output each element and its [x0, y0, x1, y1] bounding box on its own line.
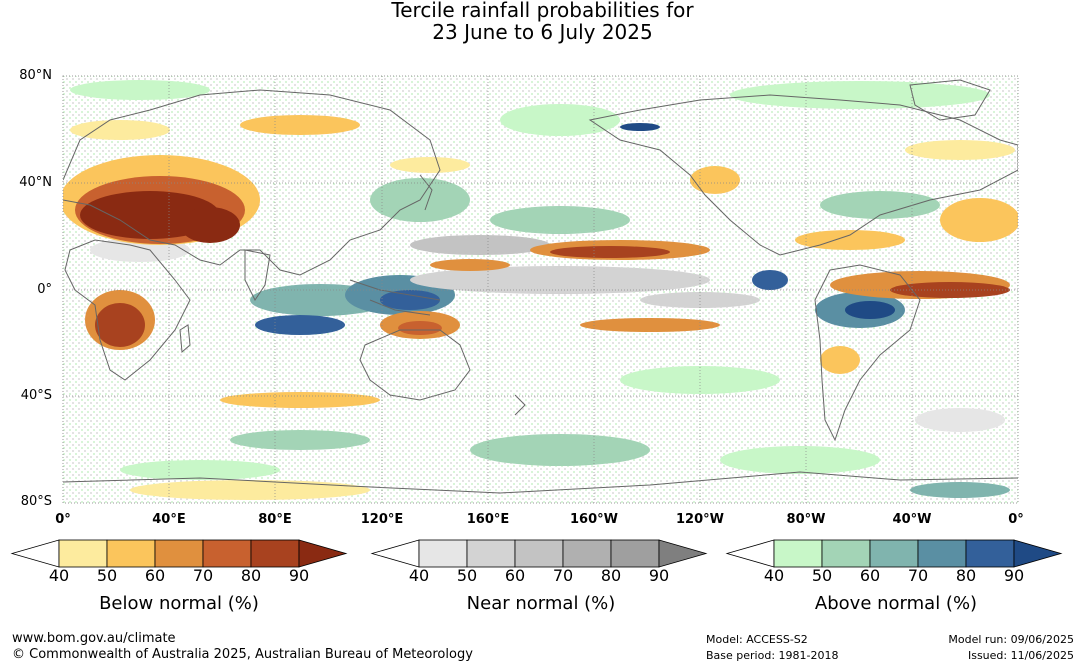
near-legend-swatch [418, 539, 468, 568]
above-legend-tick: 40 [763, 566, 785, 585]
lat-label-0: 0° [37, 282, 52, 297]
above-legend-tick: 50 [811, 566, 833, 585]
map-title-line2: 23 June to 6 July 2025 [432, 20, 653, 44]
near-normal-regions [90, 235, 1005, 432]
lon-label-160w: 160°W [570, 512, 618, 527]
legend-below-title: Below normal (%) [99, 593, 259, 614]
near-legend-high-arrow [658, 539, 708, 568]
below-legend-tick: 90 [288, 566, 310, 585]
near-legend-tick: 70 [552, 566, 574, 585]
above-normal-regions [70, 80, 1010, 498]
lon-label-40w: 40°W [892, 512, 932, 527]
above-legend-swatch [965, 539, 1015, 568]
lat-label-80s: 80°S [20, 494, 52, 509]
above-legend-tick: 60 [859, 566, 881, 585]
below-legend-tick: 40 [48, 566, 70, 585]
above-legend-swatch [869, 539, 919, 568]
lat-label-40s: 40°S [20, 388, 52, 403]
legend-near-title: Near normal (%) [466, 593, 616, 614]
lon-label-80e: 80°E [258, 512, 292, 527]
legend-near [370, 539, 708, 568]
near-legend-swatch [466, 539, 516, 568]
below-legend-swatch [250, 539, 300, 568]
near-legend-swatch [514, 539, 564, 568]
above-legend-swatch [773, 539, 823, 568]
graticule [63, 76, 1018, 503]
below-legend-swatch [58, 539, 108, 568]
below-legend-high-arrow [298, 539, 348, 568]
lat-label-80n: 80°N [19, 68, 52, 83]
map-title-line1: Tercile rainfall probabilities for [391, 0, 694, 22]
footer-copyright: © Commonwealth of Australia 2025, Austra… [12, 647, 473, 662]
lon-label-0-east: 0° [1008, 512, 1024, 527]
above-legend-low-arrow [725, 539, 775, 568]
footer-website: www.bom.gov.au/climate [12, 631, 176, 646]
above-legend-swatch [917, 539, 967, 568]
lon-label-0: 0° [55, 512, 71, 527]
lon-label-40e: 40°E [152, 512, 186, 527]
near-legend-tick: 80 [600, 566, 622, 585]
below-legend-swatch [106, 539, 156, 568]
above-legend-tick: 90 [1003, 566, 1025, 585]
near-legend-swatch [610, 539, 660, 568]
near-legend-low-arrow [370, 539, 420, 568]
below-legend-tick: 70 [192, 566, 214, 585]
footer-model: Model: ACCESS-S2 [706, 633, 808, 646]
lon-label-120e: 120°E [360, 512, 404, 527]
map-panel [63, 76, 1018, 503]
near-legend-tick: 60 [504, 566, 526, 585]
above-legend-tick: 80 [955, 566, 977, 585]
above-legend-swatch [821, 539, 871, 568]
near-legend-tick: 40 [408, 566, 430, 585]
legend-above-title: Above normal (%) [814, 593, 978, 614]
lon-label-120w: 120°W [676, 512, 724, 527]
below-legend-swatch [154, 539, 204, 568]
legend-above [725, 539, 1063, 568]
lon-label-80w: 80°W [786, 512, 826, 527]
legend-below [10, 539, 348, 568]
coastlines [63, 79, 1018, 494]
footer-issued: Issued: 11/06/2025 [967, 649, 1074, 662]
below-legend-tick: 60 [144, 566, 166, 585]
footer-model-run: Model run: 09/06/2025 [948, 633, 1074, 646]
near-legend-swatch [562, 539, 612, 568]
lat-label-40n: 40°N [19, 175, 52, 190]
above-legend-tick: 70 [907, 566, 929, 585]
near-legend-tick: 90 [648, 566, 670, 585]
below-legend-swatch [202, 539, 252, 568]
below-legend-low-arrow [10, 539, 60, 568]
near-legend-tick: 50 [456, 566, 478, 585]
lon-label-160e: 160°E [466, 512, 510, 527]
footer-base-period: Base period: 1981-2018 [706, 649, 839, 662]
below-legend-tick: 50 [96, 566, 118, 585]
above-legend-high-arrow [1013, 539, 1063, 568]
below-legend-tick: 80 [240, 566, 262, 585]
